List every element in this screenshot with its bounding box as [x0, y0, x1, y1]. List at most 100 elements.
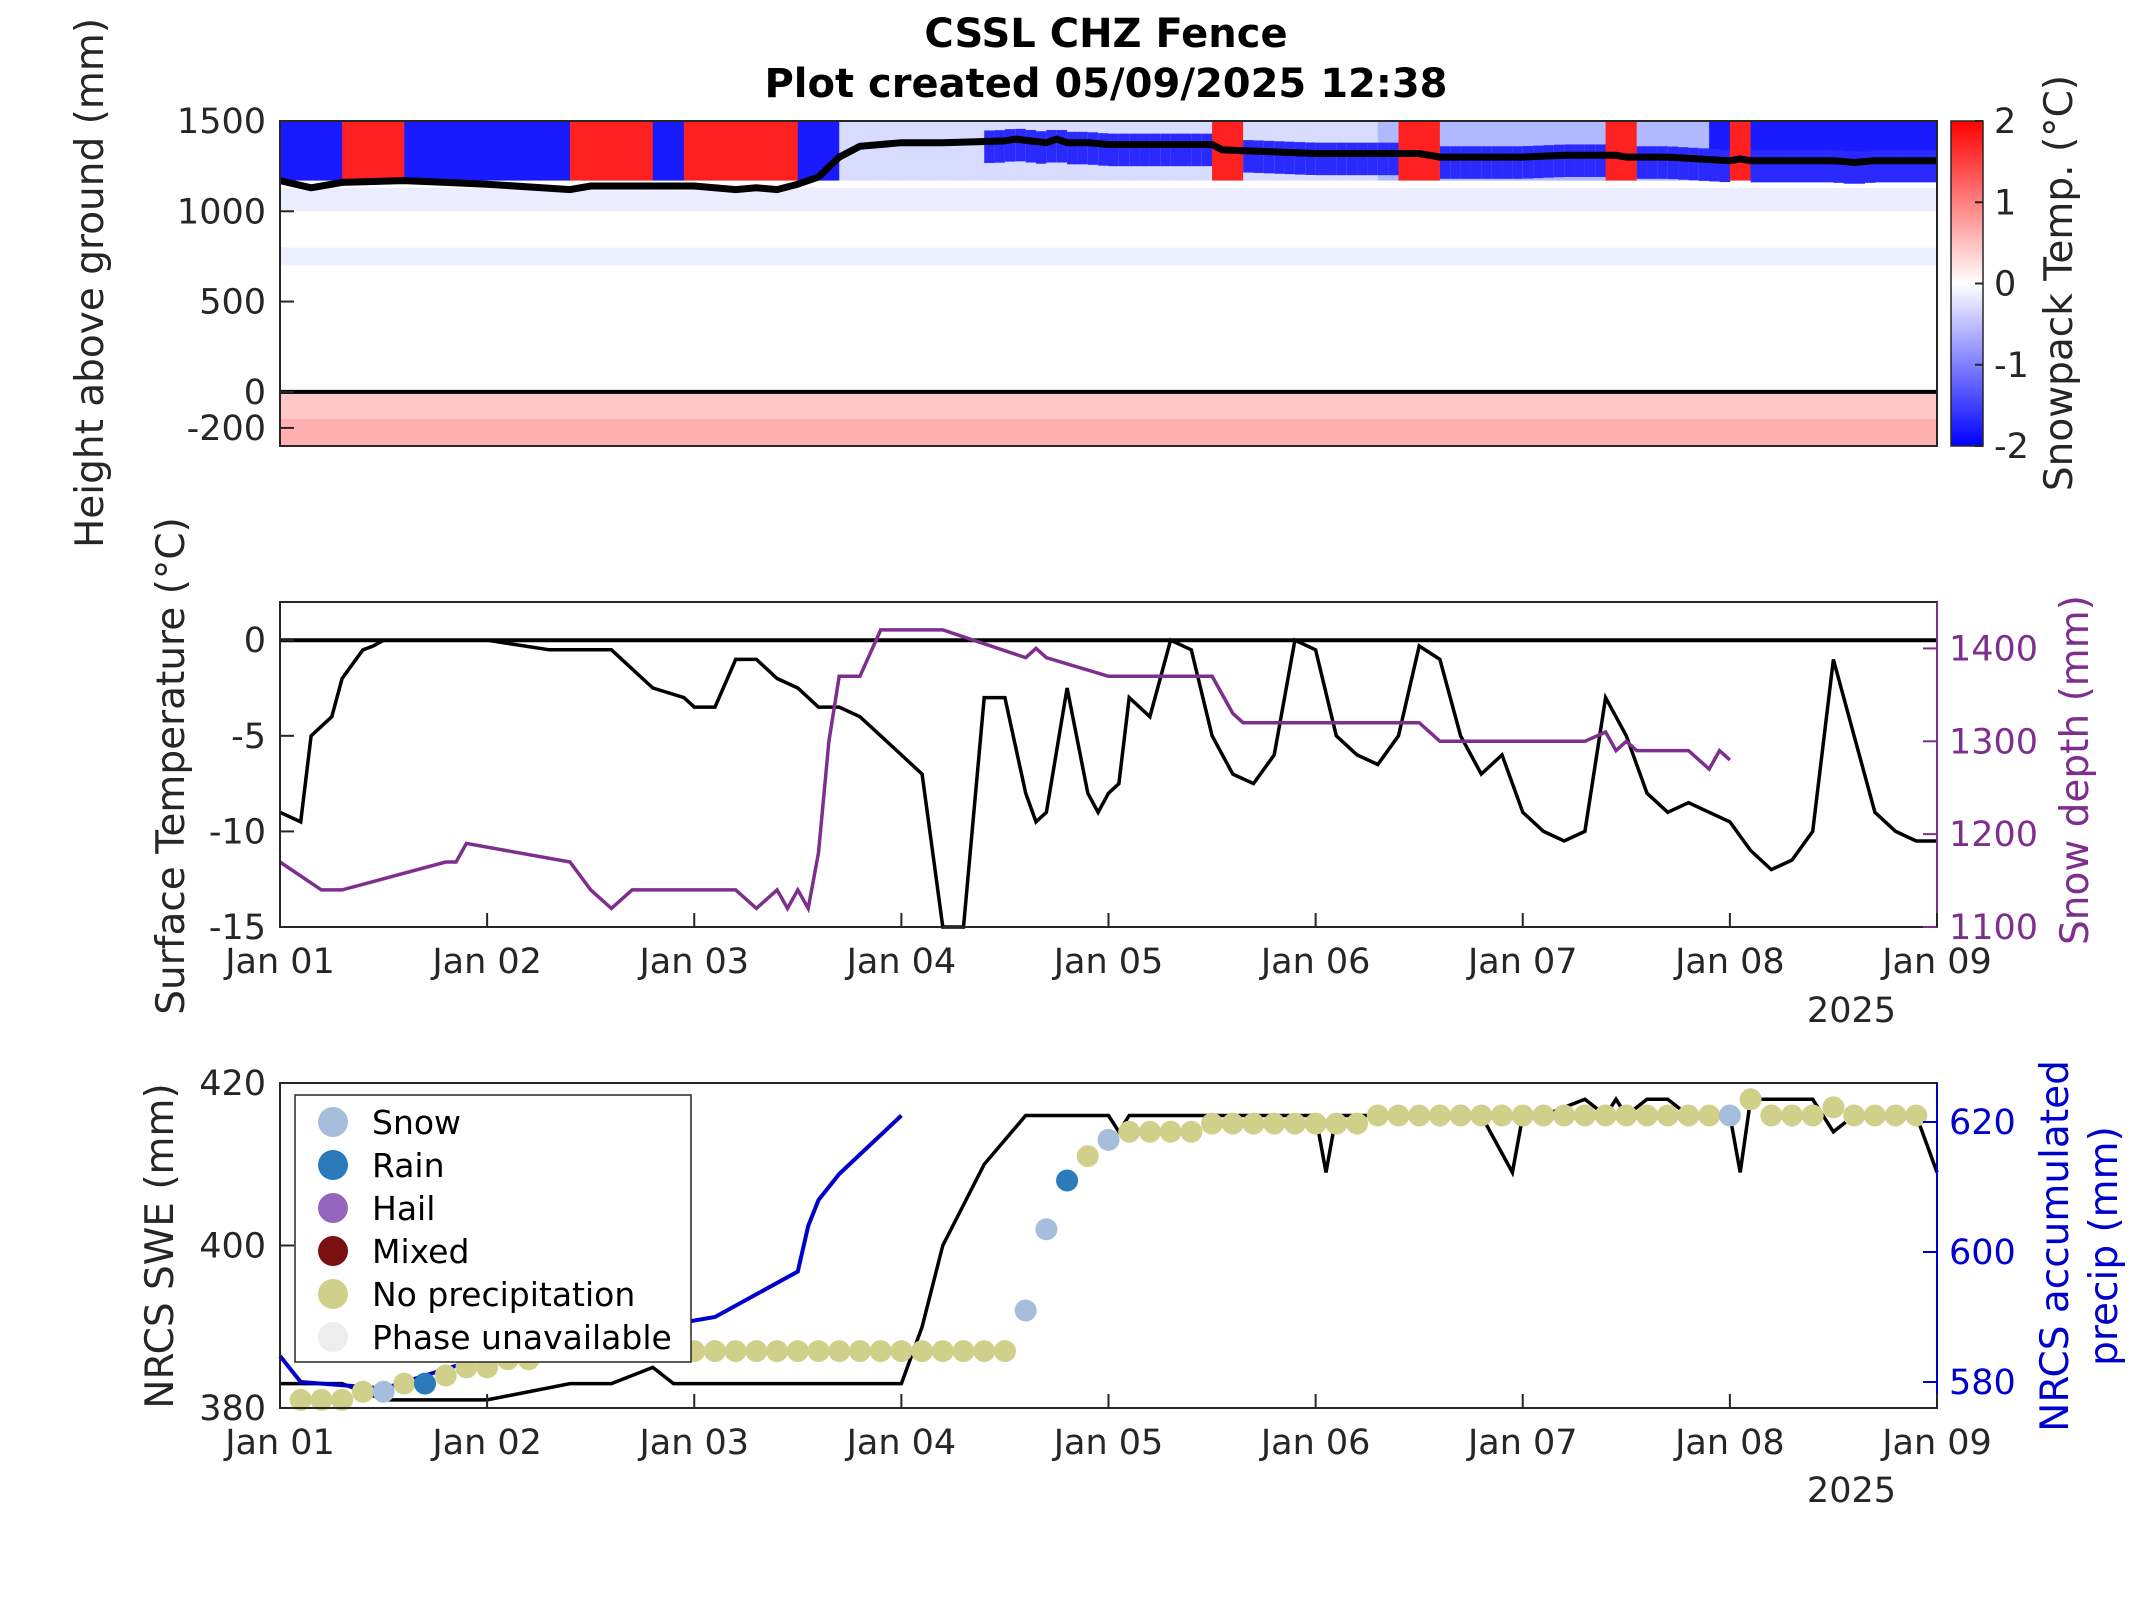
- y-tick-label: 420: [199, 1064, 266, 1104]
- phase-point-none: [1449, 1104, 1472, 1127]
- heatmap-cell: [1729, 121, 1741, 181]
- phase-point-none: [1366, 1104, 1389, 1127]
- heatmap-cell: [777, 121, 788, 181]
- heatmap-cell: [1263, 140, 1275, 174]
- heatmap-cell: [1864, 150, 1876, 183]
- phase-point-none: [393, 1372, 416, 1395]
- heatmap-cell: [1160, 133, 1172, 167]
- heatmap-cell: [414, 121, 426, 181]
- phase-point-snow: [1097, 1128, 1120, 1151]
- heatmap-cell: [342, 121, 353, 181]
- heatmap-cell: [507, 121, 519, 181]
- x-tick-label: Jan 08: [1673, 1423, 1785, 1463]
- x-tick-label: Jan 05: [1052, 1423, 1164, 1463]
- y-tick-label: 400: [199, 1227, 266, 1267]
- phase-point-rain: [1056, 1169, 1079, 1192]
- heatmap-cell: [383, 121, 395, 181]
- phase-point-none: [1905, 1104, 1928, 1127]
- heatmap-cell: [642, 121, 654, 181]
- heatmap-cell: [704, 121, 716, 181]
- y2-tick-label: 1100: [1949, 908, 2038, 948]
- heatmap-cell: [621, 121, 633, 181]
- heatmap-cell: [1833, 150, 1845, 183]
- legend-label: Snow: [372, 1103, 461, 1142]
- heatmap-cell: [1336, 142, 1348, 176]
- phase-point-none: [1076, 1145, 1099, 1168]
- heatmap-cell: [1688, 147, 1700, 181]
- phase-point-none: [1656, 1104, 1679, 1127]
- temperature-y-label: Surface Temperature (°C): [149, 517, 194, 1015]
- phase-point-none: [766, 1340, 789, 1363]
- phase-point-none: [1346, 1112, 1369, 1135]
- heatmap-cell: [922, 121, 933, 181]
- heatmap-cell: [290, 121, 302, 181]
- x-tick-label: Jan 02: [430, 942, 542, 982]
- heatmap-cell: [518, 121, 530, 181]
- legend-label: Rain: [372, 1146, 445, 1185]
- heatmap-cell: [559, 121, 571, 181]
- y2-tick-label: 580: [1949, 1363, 2016, 1403]
- heatmap-cell: [1543, 145, 1555, 178]
- year-label: 2025: [1807, 991, 1896, 1031]
- phase-point-none: [952, 1340, 975, 1363]
- heatmap-cell: [901, 121, 913, 181]
- chart-subtitle: Plot created 05/09/2025 12:38: [764, 61, 1447, 107]
- heatmap-cell: [280, 187, 1937, 212]
- x-tick-label: Jan 07: [1466, 942, 1578, 982]
- legend-marker: [318, 1193, 348, 1223]
- heatmap-cell: [1657, 146, 1669, 179]
- heatmap-cell: [735, 121, 747, 181]
- heatmap-cell: [1253, 140, 1265, 173]
- phase-point-none: [786, 1340, 809, 1363]
- colorbar-tick-label: -1: [1994, 346, 2029, 386]
- phase-point-none: [1863, 1104, 1886, 1127]
- heatmap-cell: [797, 121, 809, 181]
- heatmap-cell: [601, 121, 612, 181]
- heatmap-cell: [1460, 146, 1472, 179]
- legend-box: [294, 1094, 692, 1363]
- heatmap-cell: [1036, 131, 1047, 164]
- heatmap-cell: [1108, 133, 1120, 167]
- heatmap-cell: [1647, 146, 1658, 179]
- phase-point-none: [1739, 1088, 1762, 1111]
- x-tick-label: Jan 08: [1673, 942, 1785, 982]
- heatmap-cell: [1087, 132, 1099, 165]
- heatmap-cell: [321, 121, 333, 181]
- snow-depth-y-label: Snow depth (mm): [2053, 595, 2098, 945]
- heatmap-cell: [1553, 144, 1565, 178]
- x-tick-label: Jan 05: [1052, 942, 1164, 982]
- phase-point-none: [1511, 1104, 1534, 1127]
- phase-point-none: [890, 1340, 913, 1363]
- phase-point-none: [931, 1340, 954, 1363]
- phase-point-none: [1221, 1112, 1244, 1135]
- surface-temperature-line: [279, 637, 1937, 929]
- legend-marker: [318, 1150, 348, 1180]
- x-tick-label: Jan 02: [430, 1423, 542, 1463]
- colorbar-tick-label: 2: [1994, 102, 2016, 142]
- heatmap-cell: [1740, 121, 1752, 181]
- heatmap-cell: [1854, 151, 1866, 184]
- heatmap-cell: [911, 121, 923, 181]
- x-tick-label: Jan 09: [1880, 942, 1992, 982]
- x-tick-label: Jan 01: [223, 1423, 335, 1463]
- x-tick-label: Jan 03: [637, 942, 749, 982]
- legend-label: No precipitation: [372, 1275, 635, 1314]
- heatmap-cell: [953, 121, 965, 181]
- heatmap-cell: [1823, 149, 1834, 183]
- phase-point-none: [807, 1340, 830, 1363]
- legend-label: Hail: [372, 1189, 435, 1228]
- heatmap-cell: [1512, 146, 1524, 179]
- heatmap-cell: [859, 121, 871, 181]
- heatmap-cell: [1760, 149, 1772, 183]
- phase-point-none: [848, 1340, 871, 1363]
- colorbar-tick-label: 1: [1994, 183, 2016, 223]
- heatmap-cell: [1564, 144, 1576, 177]
- chart-title: CSSL CHZ Fence: [924, 11, 1287, 57]
- phase-point-snow: [1035, 1218, 1058, 1241]
- heatmap-cell: [1056, 130, 1068, 163]
- x-tick-label: Jan 09: [1880, 1423, 1992, 1463]
- snow-depth-line: [279, 628, 1732, 914]
- phase-point-none: [911, 1340, 934, 1363]
- heatmap-cell: [1429, 121, 1441, 181]
